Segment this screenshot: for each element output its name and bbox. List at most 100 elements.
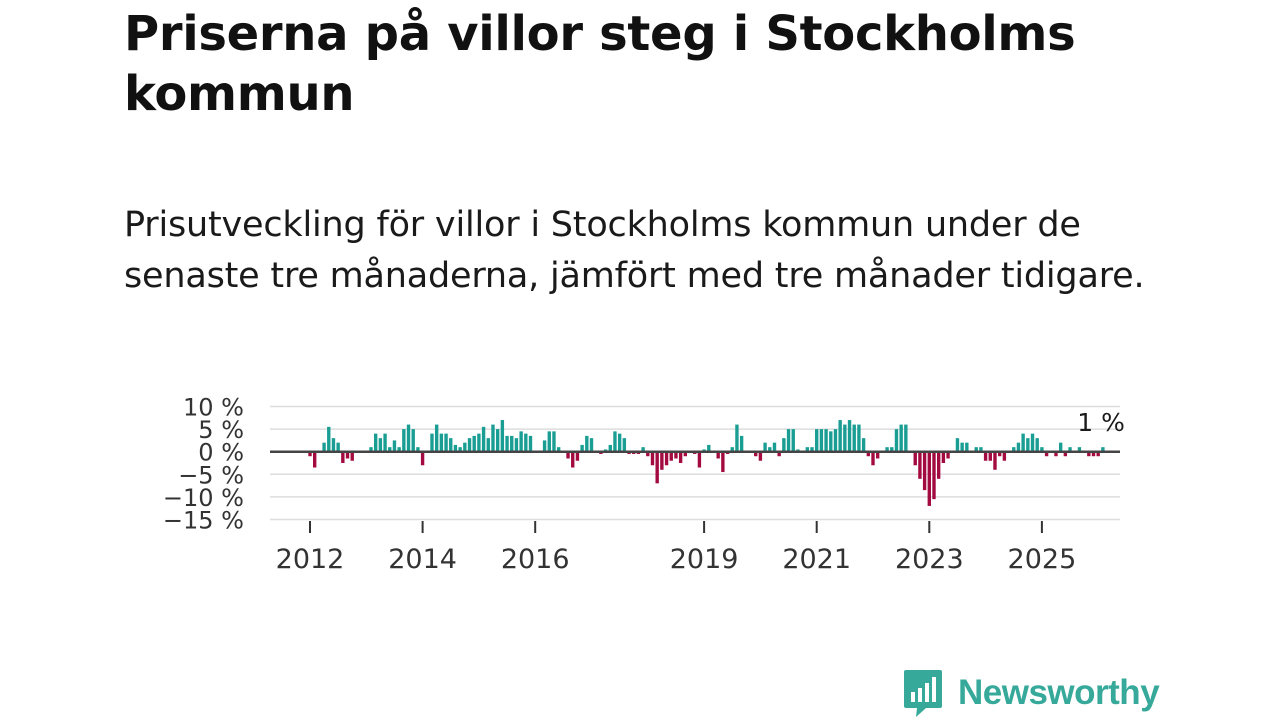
bar	[444, 433, 448, 452]
bar	[392, 440, 397, 452]
bar	[397, 447, 401, 452]
bar	[730, 447, 734, 452]
bar	[899, 424, 903, 452]
bars	[308, 420, 1105, 506]
bar	[641, 447, 645, 452]
bar	[369, 447, 373, 452]
bar	[491, 424, 495, 452]
bar	[936, 451, 941, 479]
bar	[678, 451, 683, 463]
bar	[1030, 433, 1035, 452]
bar	[707, 444, 711, 452]
bar	[1016, 442, 1021, 452]
bar	[402, 429, 406, 452]
bar	[838, 420, 842, 452]
bar	[575, 451, 580, 461]
bar	[1054, 451, 1058, 457]
bar	[777, 451, 781, 457]
x-tick-label: 2021	[782, 544, 851, 575]
bar	[721, 451, 725, 473]
bar	[861, 438, 866, 452]
x-tick-label: 2016	[501, 544, 570, 575]
bar	[477, 433, 481, 452]
bar	[664, 451, 669, 466]
bar	[608, 444, 612, 452]
bar	[655, 451, 659, 484]
bar	[514, 438, 519, 452]
bar	[406, 424, 411, 452]
bar	[1101, 447, 1105, 452]
bar	[566, 451, 570, 459]
bar	[983, 451, 988, 461]
y-tick-label: −15 %	[163, 507, 244, 535]
x-tick-label: 2023	[895, 544, 964, 575]
bar	[458, 447, 462, 452]
bar	[495, 429, 500, 452]
bar	[960, 442, 964, 452]
brand-name: Newsworthy	[958, 673, 1160, 712]
bar	[542, 440, 547, 452]
bar	[472, 435, 476, 452]
bar	[580, 444, 584, 452]
bar	[1044, 451, 1049, 457]
bar	[505, 435, 509, 452]
bar	[345, 451, 350, 459]
bar	[510, 435, 514, 452]
bar	[782, 438, 786, 452]
bar	[918, 451, 922, 479]
bar	[674, 451, 678, 459]
bar	[847, 420, 852, 452]
x-tick-label: 2014	[388, 544, 457, 575]
y-tick-label: 5 %	[198, 416, 244, 444]
bar	[988, 451, 992, 461]
bar	[322, 442, 326, 452]
bar	[613, 431, 617, 452]
bar	[383, 433, 387, 452]
chart-title: Priserna på villor steg i Stockholms kom…	[124, 6, 1076, 122]
bar	[1068, 447, 1072, 452]
bar	[955, 438, 960, 452]
bar	[932, 451, 936, 500]
bar	[876, 451, 880, 459]
bar	[913, 451, 917, 466]
bar	[683, 451, 688, 457]
bar	[786, 429, 791, 452]
bar	[524, 433, 528, 452]
bar	[1087, 451, 1091, 457]
bar	[341, 451, 345, 463]
x-tick-label: 2025	[1008, 544, 1077, 575]
bar	[669, 451, 673, 461]
bar	[843, 424, 847, 452]
bar	[416, 447, 420, 452]
bar	[697, 451, 702, 468]
bar	[481, 426, 486, 452]
bar	[1058, 442, 1063, 452]
bar	[1002, 451, 1007, 461]
bar	[866, 451, 870, 457]
bar	[308, 451, 312, 457]
bar	[739, 435, 744, 452]
x-tick-label: 2019	[670, 544, 739, 575]
bar	[350, 451, 354, 461]
bar	[716, 451, 720, 459]
newsworthy-logo-icon	[904, 670, 942, 717]
bar	[571, 451, 575, 468]
y-tick-label: 0 %	[198, 439, 244, 467]
bar	[331, 438, 336, 452]
bar	[993, 451, 997, 470]
last-value-label: 1 %	[1077, 408, 1125, 437]
bar	[894, 429, 899, 452]
bar	[904, 424, 908, 452]
bar	[810, 447, 814, 452]
y-axis: 10 %5 %0 %−5 %−10 %−15 %	[163, 394, 244, 535]
bar	[439, 433, 444, 452]
bar	[378, 438, 383, 452]
bar	[1040, 447, 1044, 452]
bar	[941, 451, 946, 463]
bar	[1026, 438, 1030, 452]
bar	[754, 451, 758, 457]
bar	[430, 433, 434, 452]
bar	[313, 451, 317, 468]
bar	[486, 438, 490, 452]
bar	[467, 438, 472, 452]
